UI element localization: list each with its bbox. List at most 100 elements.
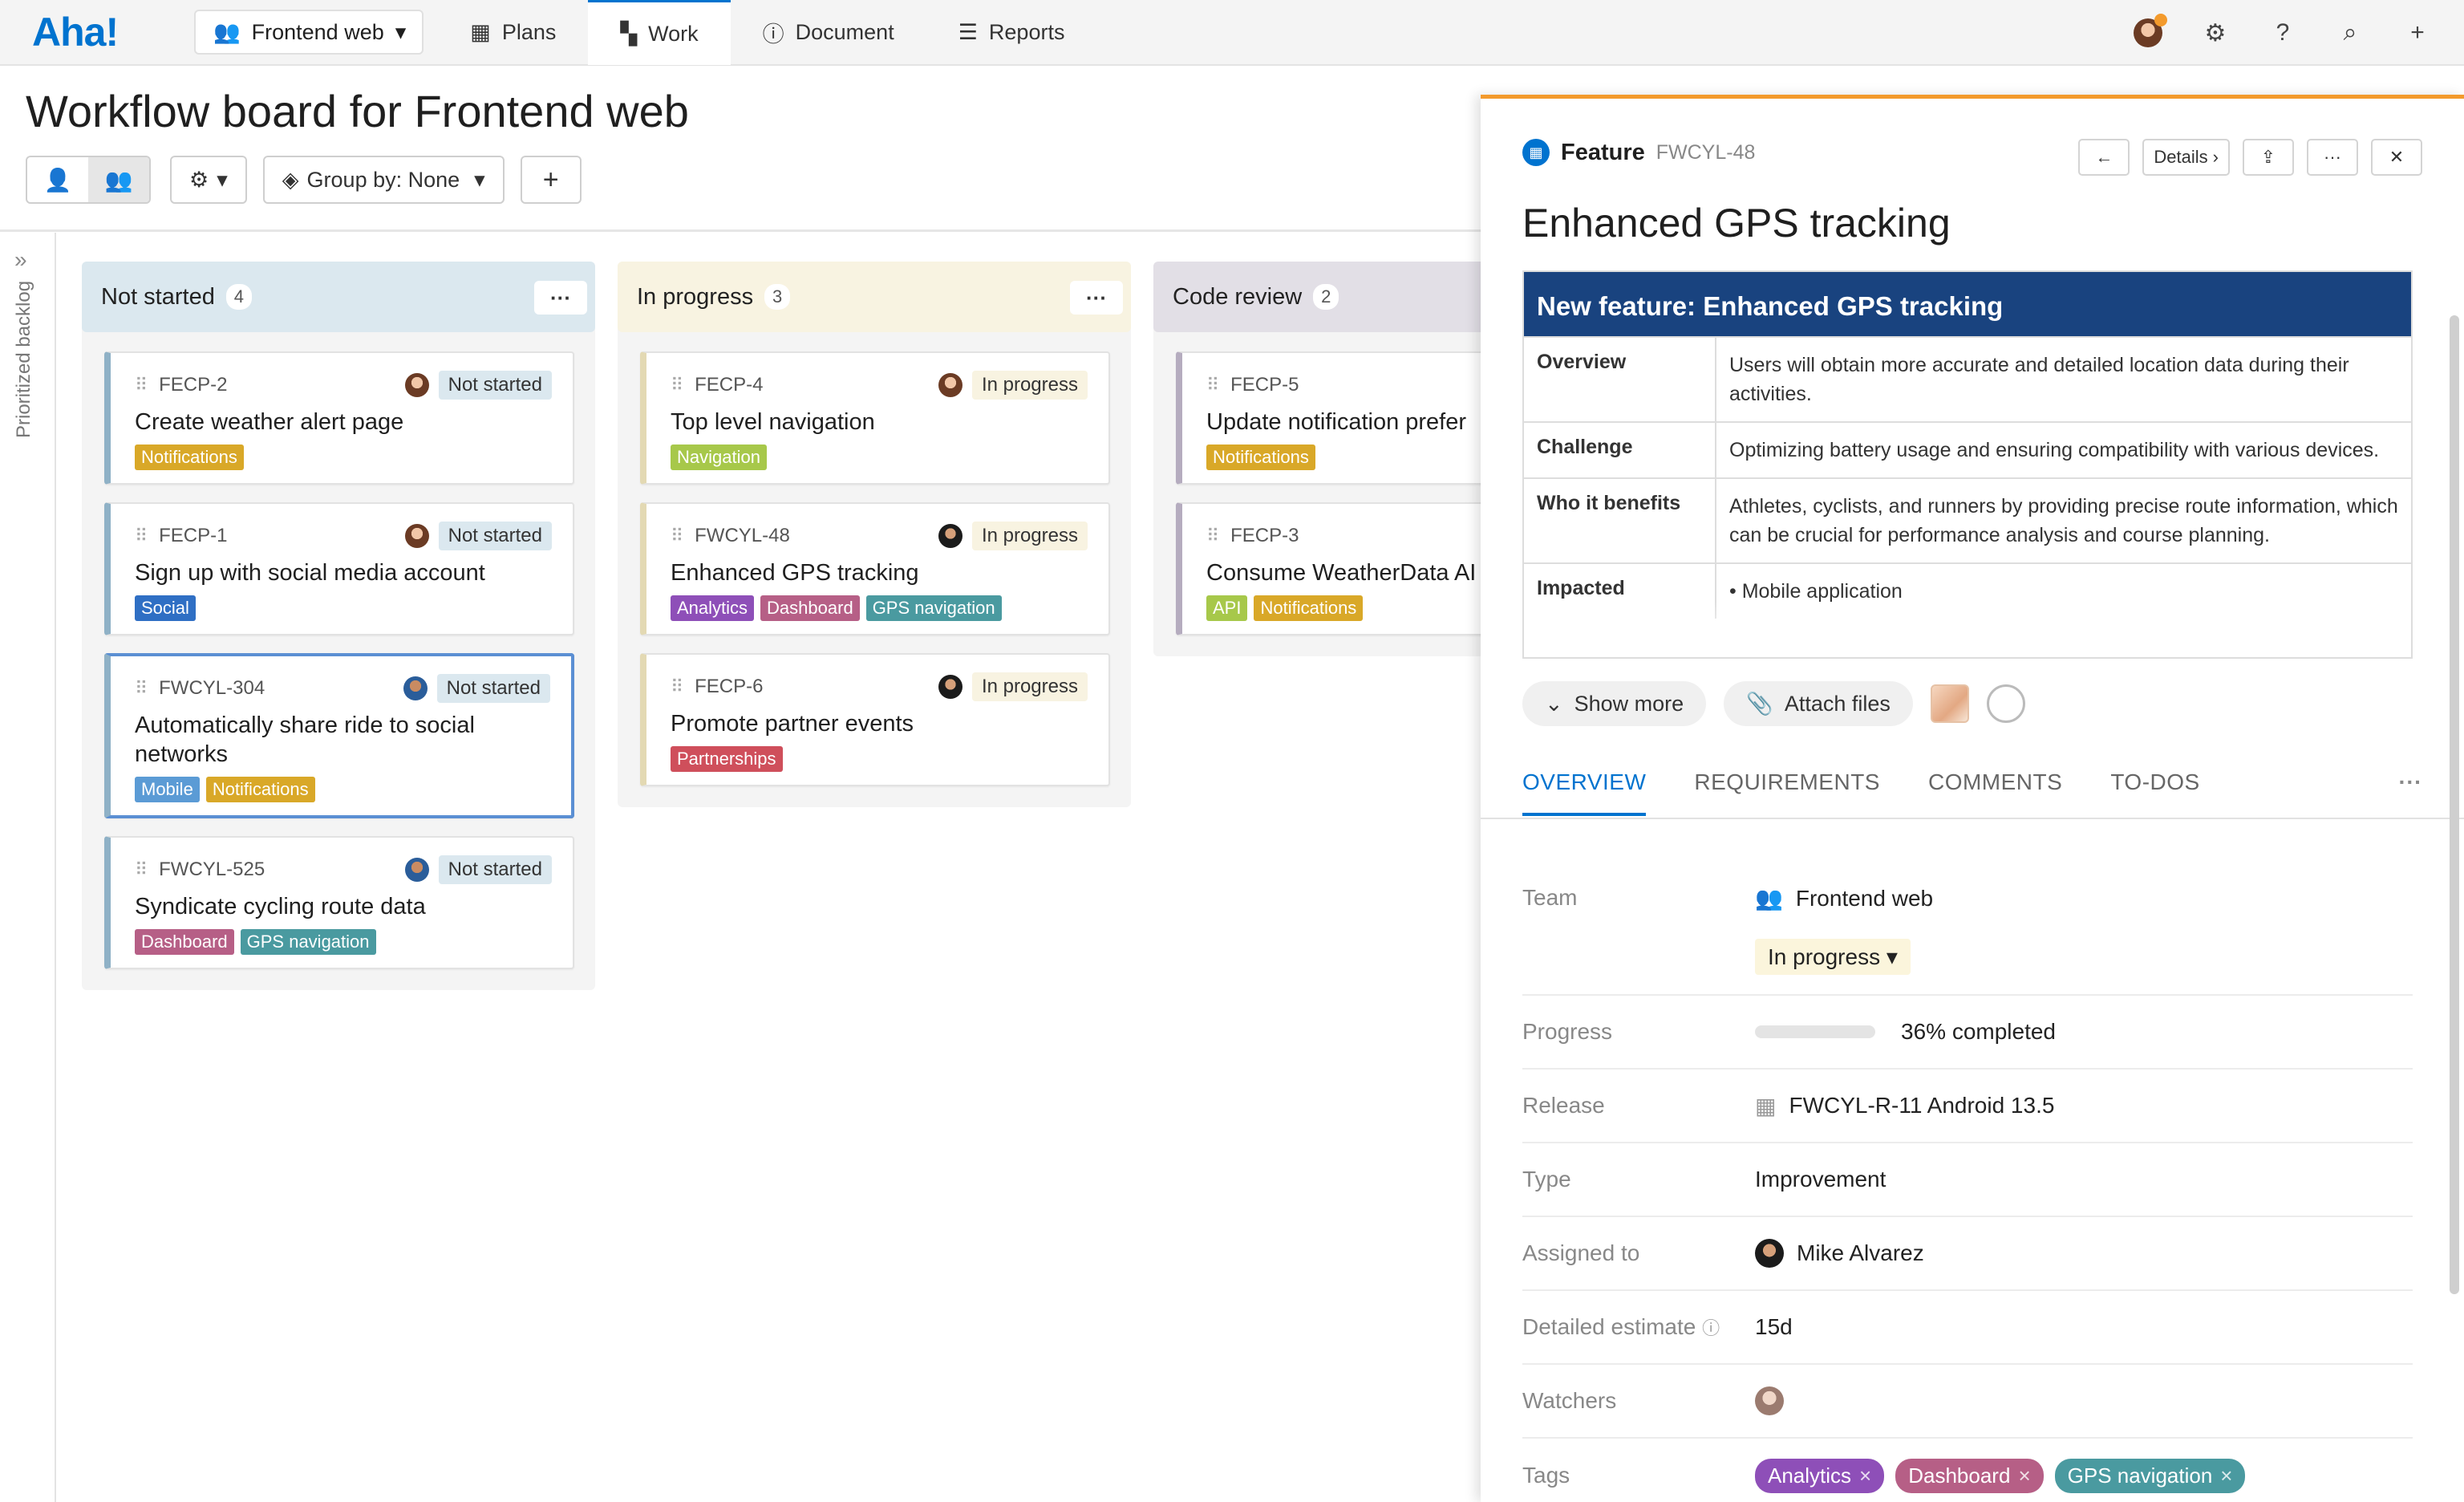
feature-icon: ▦ [1522, 139, 1550, 166]
column-more-button[interactable]: ··· [1070, 281, 1123, 315]
caret-down-icon: ▾ [217, 167, 228, 192]
card-title: Top level navigation [671, 409, 875, 435]
feature-card[interactable]: ⠿ FECP-4 In progress Top level navigatio… [640, 351, 1110, 485]
feature-card[interactable]: ⠿ FECP-1 Not started Sign up with social… [104, 502, 574, 635]
attachment-thumbnail[interactable] [1930, 684, 1969, 723]
card-ref: FWCYL-304 [159, 677, 265, 699]
tag: Notifications [205, 777, 315, 802]
remove-tag-icon[interactable]: × [2018, 1463, 2031, 1488]
show-more-label: Show more [1574, 691, 1684, 716]
column-title: Code review [1173, 283, 1303, 310]
drag-handle-icon[interactable]: ⠿ [671, 676, 683, 696]
team-value[interactable]: 👥 Frontend web [1755, 885, 1933, 911]
gear-icon[interactable]: ⚙ [2204, 19, 2227, 47]
remove-tag-icon[interactable]: × [2220, 1463, 2233, 1488]
team-icon: 👥 [104, 167, 133, 193]
panel-scrollbar[interactable] [2450, 315, 2459, 1294]
more-button[interactable]: ··· [2307, 139, 2358, 176]
card-ref: FECP-3 [1230, 525, 1299, 546]
field-type: Type Improvement [1522, 1143, 2413, 1217]
chevrons-right-icon[interactable]: » [14, 247, 27, 272]
release-value[interactable]: ▦ FWCYL-R-11 Android 13.5 [1755, 1093, 2054, 1119]
assignee-value[interactable]: Mike Alvarez [1755, 1239, 1924, 1268]
feature-card[interactable]: ⠿ FWCYL-525 Not started Syndicate cyclin… [104, 836, 574, 969]
assignee-avatar [938, 524, 962, 548]
team-view-button[interactable]: 👥 [88, 157, 149, 202]
status-dropdown[interactable]: In progress ▾ [1755, 939, 1933, 975]
drag-handle-icon[interactable]: ⠿ [135, 678, 148, 698]
field-watchers: Watchers [1522, 1365, 2413, 1439]
tab-todos[interactable]: TO-DOS [2110, 769, 2200, 794]
estimate-label: Detailed estimate [1522, 1314, 1696, 1339]
details-button[interactable]: Details › [2142, 139, 2230, 176]
header-divider [0, 229, 1492, 232]
tag[interactable]: Dashboard × [1895, 1458, 2044, 1493]
grid-icon: ▚ [620, 21, 638, 46]
tag[interactable]: Analytics × [1755, 1458, 1885, 1493]
status-value: In progress [1768, 944, 1881, 969]
help-icon[interactable]: ⓘ [1702, 1318, 1720, 1338]
tab-comments[interactable]: COMMENTS [1927, 769, 2063, 794]
description-row: Challenge Optimizing battery usage and e… [1524, 421, 2411, 477]
record-ref[interactable]: FWCYL-48 [1656, 140, 1756, 164]
help-icon[interactable]: ? [2276, 19, 2290, 46]
watchers-value[interactable] [1755, 1386, 1784, 1415]
feature-card[interactable]: ⠿ FWCYL-304 Not started Automatically sh… [104, 653, 574, 818]
drag-handle-icon[interactable]: ⠿ [1206, 375, 1219, 395]
attachment-placeholder[interactable] [1986, 684, 2025, 723]
feature-card[interactable]: ⠿ FWCYL-48 In progress Enhanced GPS trac… [640, 502, 1110, 635]
add-icon[interactable]: + [2410, 19, 2425, 46]
remove-tag-icon[interactable]: × [1859, 1463, 1872, 1488]
description-value: Athletes, cyclists, and runners by provi… [1729, 495, 2398, 546]
record-title[interactable]: Enhanced GPS tracking [1522, 201, 1951, 246]
back-button[interactable]: ← [2078, 139, 2130, 176]
share-button[interactable]: ⇪ [2243, 139, 2294, 176]
nav-tab-plans[interactable]: ▦ Plans [438, 0, 588, 65]
group-by-select[interactable]: ◈ Group by: None ▾ [262, 156, 505, 204]
caret-down-icon: ▾ [474, 167, 485, 192]
drag-handle-icon[interactable]: ⠿ [135, 375, 148, 395]
attach-files-button[interactable]: 📎 Attach files [1724, 681, 1913, 726]
chevrons-down-icon: ⌄ [1545, 691, 1563, 716]
drag-handle-icon[interactable]: ⠿ [671, 375, 683, 395]
estimate-value[interactable]: 15d [1755, 1314, 1793, 1339]
description[interactable]: New feature: Enhanced GPS tracking Overv… [1522, 270, 2413, 659]
workspace-select[interactable]: 👥 Frontend web ▾ [194, 10, 424, 55]
nav-tab-work[interactable]: ▚ Work [588, 0, 731, 65]
progress-value[interactable]: 36% completed [1755, 1019, 2056, 1045]
user-view-button[interactable]: 👤 [27, 157, 88, 202]
drag-handle-icon[interactable]: ⠿ [135, 859, 148, 879]
add-column-button[interactable]: + [520, 156, 582, 204]
feature-card[interactable]: ⠿ FECP-6 In progress Promote partner eve… [640, 653, 1110, 786]
search-icon[interactable]: ⌕ [2343, 19, 2357, 46]
tab-requirements[interactable]: REQUIREMENTS [1694, 769, 1880, 794]
tag[interactable]: GPS navigation × [2054, 1458, 2246, 1493]
show-more-button[interactable]: ⌄ Show more [1522, 681, 1707, 726]
user-avatar[interactable] [2134, 14, 2167, 47]
drag-handle-icon[interactable]: ⠿ [671, 526, 683, 546]
aha-logo[interactable]: Aha! [32, 10, 119, 55]
close-icon: ✕ [2389, 147, 2405, 167]
team-icon: 👥 [213, 20, 241, 44]
settings-button[interactable]: ⚙ ▾ [170, 156, 247, 204]
description-heading: New feature: Enhanced GPS tracking [1524, 272, 2411, 336]
tab-overview[interactable]: OVERVIEW [1522, 769, 1647, 816]
column-more-button[interactable]: ··· [534, 281, 587, 315]
type-value[interactable]: Improvement [1755, 1167, 1886, 1191]
tags-value[interactable]: Analytics × Dashboard × GPS navigation × [1755, 1458, 2246, 1493]
nav-tab-reports[interactable]: ☰ Reports [926, 0, 1097, 65]
nav-tab-document[interactable]: ⓘ Document [731, 0, 926, 65]
tabs-more-icon[interactable]: ··· [2398, 769, 2422, 794]
assignee-avatar [1755, 1239, 1784, 1268]
feature-card[interactable]: ⠿ FECP-2 Not started Create weather aler… [104, 351, 574, 485]
team-name: Frontend web [1795, 885, 1934, 911]
drag-handle-icon[interactable]: ⠿ [135, 526, 148, 546]
field-label: Watchers [1522, 1388, 1617, 1413]
user-icon: 👤 [43, 167, 72, 193]
release-name: FWCYL-R-11 Android 13.5 [1789, 1093, 2055, 1118]
drag-handle-icon[interactable]: ⠿ [1206, 526, 1219, 546]
close-button[interactable]: ✕ [2371, 139, 2422, 176]
more-icon: ··· [2324, 147, 2341, 167]
field-label: Release [1522, 1093, 1605, 1118]
backlog-rail[interactable]: » Prioritized backlog [0, 233, 56, 1502]
